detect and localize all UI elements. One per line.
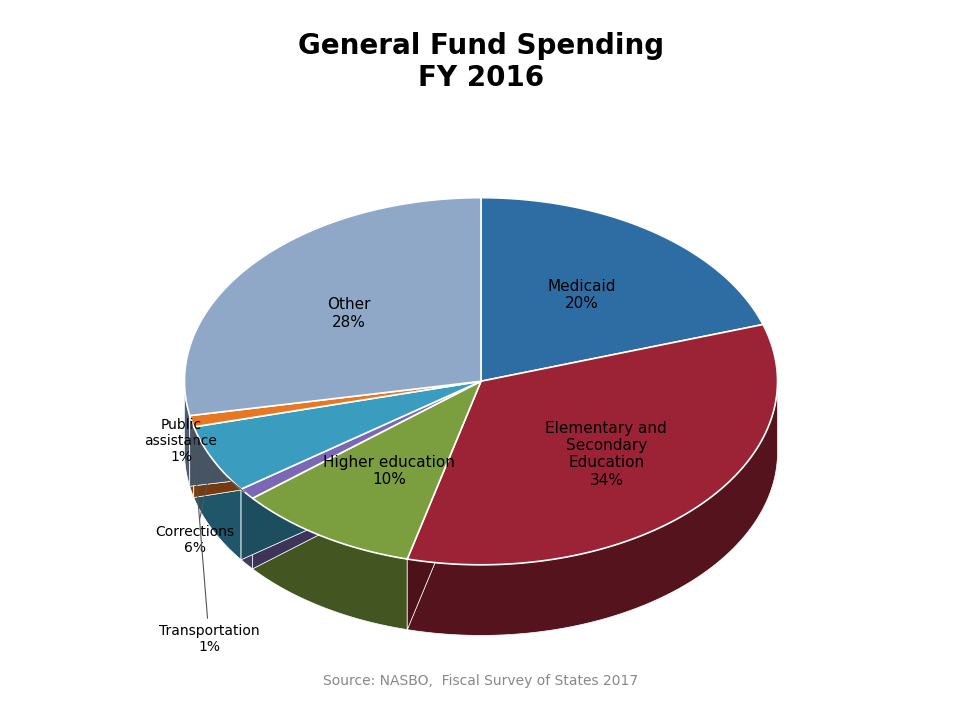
Polygon shape — [241, 489, 253, 569]
Polygon shape — [193, 427, 241, 560]
Text: General Fund Spending
FY 2016: General Fund Spending FY 2016 — [298, 32, 663, 92]
Polygon shape — [185, 198, 480, 416]
Text: Other
28%: Other 28% — [327, 297, 370, 330]
Polygon shape — [407, 325, 776, 565]
Polygon shape — [193, 381, 480, 498]
Polygon shape — [189, 416, 193, 498]
Polygon shape — [407, 381, 776, 635]
Polygon shape — [407, 381, 480, 630]
Text: Transportation
1%: Transportation 1% — [159, 424, 259, 654]
Polygon shape — [253, 498, 407, 630]
Polygon shape — [193, 381, 480, 489]
Polygon shape — [480, 198, 762, 381]
Text: Higher education
10%: Higher education 10% — [323, 455, 455, 487]
Text: Source: NASBO,  Fiscal Survey of States 2017: Source: NASBO, Fiscal Survey of States 2… — [323, 674, 638, 688]
Polygon shape — [185, 381, 189, 486]
Polygon shape — [241, 381, 480, 560]
Text: Corrections
6%: Corrections 6% — [156, 462, 234, 555]
Text: Medicaid
20%: Medicaid 20% — [547, 279, 616, 311]
Polygon shape — [189, 381, 480, 427]
Polygon shape — [189, 381, 480, 486]
Polygon shape — [407, 381, 480, 630]
Polygon shape — [253, 381, 480, 569]
Polygon shape — [241, 381, 480, 560]
Polygon shape — [241, 381, 480, 498]
Text: Elementary and
Secondary
Education
34%: Elementary and Secondary Education 34% — [545, 421, 667, 488]
Polygon shape — [189, 381, 480, 486]
Polygon shape — [253, 381, 480, 559]
Text: Public
assistance
1%: Public assistance 1% — [144, 418, 244, 492]
Polygon shape — [253, 381, 480, 569]
Polygon shape — [193, 381, 480, 498]
